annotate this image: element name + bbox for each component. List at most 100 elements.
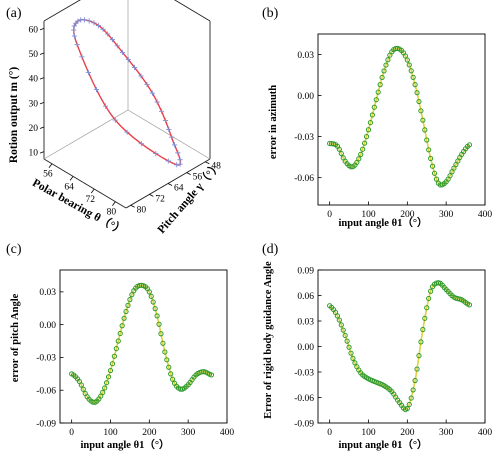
data-marker xyxy=(154,313,160,319)
data-marker xyxy=(412,377,418,384)
box-edge xyxy=(173,0,211,22)
chart-a-box-edges xyxy=(43,0,211,209)
y-tick-label: 56 xyxy=(193,173,203,183)
z-tick-label: 50 xyxy=(29,50,39,60)
panel-label-b: (b) xyxy=(262,6,279,21)
y-tick-label: 0.09 xyxy=(297,266,314,276)
data-marker xyxy=(127,297,133,303)
blue-marker xyxy=(138,141,144,147)
blue-marker xyxy=(153,150,159,157)
data-marker xyxy=(162,349,168,355)
data-marker xyxy=(78,382,84,388)
y-tick-label: -0.06 xyxy=(294,394,314,404)
red-curve-3d xyxy=(72,18,182,166)
x-tick-label: 72 xyxy=(86,195,96,205)
blue-marker xyxy=(85,69,92,76)
blue-marker xyxy=(109,37,115,43)
blue-marker xyxy=(79,54,85,60)
panel-label-d: (d) xyxy=(262,242,279,257)
blue-marker xyxy=(96,23,102,29)
data-marker xyxy=(447,173,453,179)
data-marker xyxy=(408,395,414,401)
blue-marker xyxy=(158,108,165,114)
data-marker xyxy=(365,127,372,133)
data-marker xyxy=(113,345,119,352)
data-marker xyxy=(431,170,438,176)
blue-marker xyxy=(86,18,92,24)
chart-b-ylabel: error in azimuth xyxy=(268,85,279,159)
data-marker xyxy=(428,155,434,162)
x-tick-mark xyxy=(48,163,53,168)
x-tick-mark xyxy=(69,176,74,181)
data-marker xyxy=(418,339,424,345)
y-tick-label: 64 xyxy=(174,184,184,194)
data-marker xyxy=(371,104,377,110)
data-marker xyxy=(158,331,164,337)
data-marker xyxy=(360,146,366,152)
data-marker xyxy=(104,380,110,386)
blue-marker xyxy=(149,90,156,96)
data-marker xyxy=(426,295,432,302)
y-tick-label: -0.03 xyxy=(36,354,56,364)
chart-b: 0 100 200 300 400 -0.06 -0.03 0.00 0.03 error in… xyxy=(268,33,492,229)
z-tick-mark xyxy=(39,151,45,154)
z-tick-mark xyxy=(39,52,45,55)
x-tick-mark xyxy=(112,201,116,206)
data-marker xyxy=(348,350,354,356)
data-marker xyxy=(334,313,341,319)
data-marker xyxy=(350,355,356,361)
data-marker xyxy=(385,57,391,63)
data-marker xyxy=(340,327,346,333)
y-tick-label: 0.00 xyxy=(297,92,314,102)
data-marker xyxy=(166,364,172,370)
data-marker xyxy=(410,74,416,80)
chart-d-frame xyxy=(317,269,486,424)
blue-marker xyxy=(125,57,131,63)
data-marker xyxy=(115,338,121,344)
data-marker xyxy=(422,127,428,133)
data-marker xyxy=(422,315,428,321)
x-tick-label: 300 xyxy=(181,428,196,438)
z-tick-label: 60 xyxy=(29,25,39,35)
y-tick-label: 0.00 xyxy=(39,321,56,331)
data-marker xyxy=(123,308,129,315)
data-marker xyxy=(148,293,154,299)
data-marker xyxy=(375,89,381,95)
data-marker xyxy=(367,119,374,126)
y-tick-label: 72 xyxy=(155,194,165,204)
y-tick-label: 0.06 xyxy=(297,292,314,302)
x-tick-label: 64 xyxy=(64,182,74,192)
blue-marker xyxy=(71,23,77,29)
data-marker xyxy=(466,142,473,148)
chart-a-x-axis-title: Polar bearing θ（°） xyxy=(30,175,127,238)
data-marker xyxy=(379,74,385,81)
y-tick-mark xyxy=(205,161,210,165)
z-tick-mark xyxy=(39,28,45,31)
x-tick-label: 200 xyxy=(400,210,415,220)
data-marker xyxy=(377,82,383,88)
x-tick-label: 0 xyxy=(327,428,332,438)
blue-marker xyxy=(102,103,109,109)
data-marker xyxy=(424,305,430,311)
chart-a-ticks: 10 20 30 40 50 60 56 64 72 80 48 56 64 72 80 xyxy=(29,25,222,217)
data-marker xyxy=(160,340,166,346)
data-marker xyxy=(416,98,422,105)
z-tick-mark xyxy=(39,126,45,129)
y-tick-mark xyxy=(167,183,173,186)
blue-marker xyxy=(81,17,88,23)
data-marker xyxy=(129,292,135,298)
x-tick-label: 200 xyxy=(400,428,415,438)
blue-marker xyxy=(114,43,120,49)
chart-d-axes: 0 100 200 300 400 -0.09 -0.06 -0.03 0.00 0.03 0.06… xyxy=(294,266,492,438)
data-marker xyxy=(344,338,350,344)
data-marker xyxy=(410,387,416,393)
data-marker xyxy=(117,330,123,337)
data-marker xyxy=(414,90,420,96)
y-tick-label: -0.03 xyxy=(294,133,314,143)
chart-a-3d: 10 20 30 40 50 60 56 64 72 80 48 56 64 72 80 Rotion ou… xyxy=(8,0,224,238)
x-tick-label: 100 xyxy=(361,210,376,220)
blue-marker xyxy=(93,87,100,93)
x-tick-label: 200 xyxy=(142,428,157,438)
chart-a-plot xyxy=(71,17,183,168)
